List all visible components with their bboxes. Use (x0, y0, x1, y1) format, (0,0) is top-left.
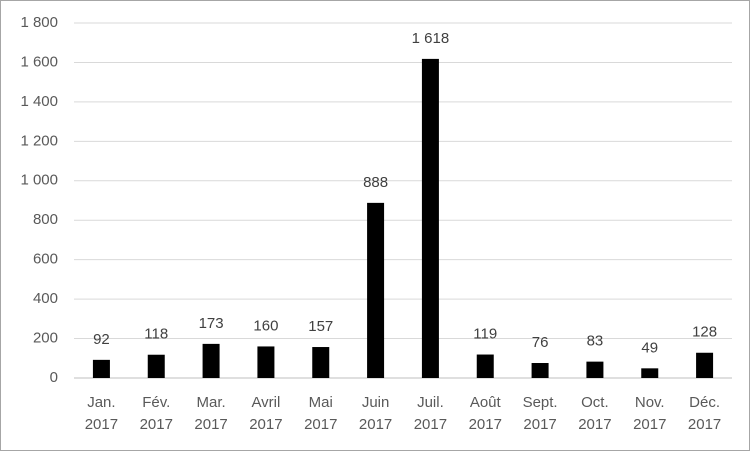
y-tick-label: 200 (33, 330, 58, 347)
x-tick-label: Nov. 2017 (633, 394, 667, 433)
x-tick-label: Juil. 2017 (413, 394, 448, 433)
x-tick-label: Août 2017 (468, 394, 502, 433)
y-tick-label: 1 000 (20, 172, 58, 189)
data-label: 76 (532, 334, 549, 351)
x-tick-label: Déc. 2017 (687, 394, 722, 433)
x-tick-label: Oct. 2017 (578, 394, 612, 433)
data-label: 49 (641, 339, 658, 356)
data-label: 173 (199, 315, 224, 332)
bar (92, 359, 110, 378)
x-tick-label: Avril 2017 (249, 394, 283, 433)
data-label: 128 (692, 324, 717, 341)
data-label: 1 618 (412, 30, 450, 47)
bar (257, 346, 275, 378)
x-tick-label: Juin 2017 (358, 394, 393, 433)
data-label: 119 (473, 325, 497, 342)
bar (531, 363, 549, 378)
bar (147, 354, 165, 378)
x-tick-label: Mar. 2017 (194, 394, 228, 433)
data-label: 157 (308, 318, 333, 335)
y-tick-label: 1 200 (20, 132, 58, 149)
y-tick-label: 1 400 (20, 93, 58, 110)
bar (312, 347, 330, 378)
data-label: 118 (144, 326, 168, 343)
x-tick-label: Fév. 2017 (139, 394, 173, 433)
bar (641, 368, 659, 378)
data-label: 888 (363, 174, 388, 191)
data-label: 83 (587, 333, 604, 350)
y-tick-label: 800 (33, 211, 58, 228)
y-tick-label: 1 600 (20, 53, 58, 70)
bar (476, 354, 494, 378)
data-label: 92 (93, 331, 110, 348)
x-tick-label: Jan. 2017 (84, 394, 119, 433)
bar (202, 343, 220, 378)
bar (696, 352, 714, 378)
y-tick-label: 400 (33, 290, 58, 307)
y-tick-label: 0 (50, 369, 58, 386)
bar (586, 361, 604, 378)
bar (421, 58, 439, 379)
y-tick-label: 600 (33, 251, 58, 268)
y-tick-label: 1 800 (20, 14, 58, 31)
x-tick-label: Mai 2017 (304, 394, 338, 433)
bar (367, 202, 385, 378)
data-label: 160 (253, 317, 278, 334)
x-tick-label: Sept. 2017 (522, 394, 558, 433)
